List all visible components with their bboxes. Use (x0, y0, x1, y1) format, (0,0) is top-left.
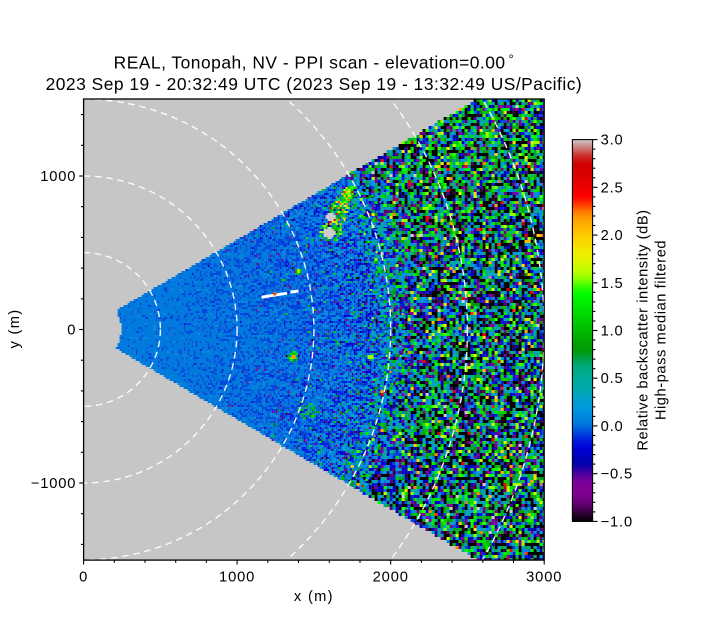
svg-text:1000: 1000 (219, 570, 255, 586)
svg-text:2.5: 2.5 (601, 180, 624, 196)
svg-text:1.5: 1.5 (601, 276, 624, 292)
svg-text:2.0: 2.0 (601, 228, 624, 244)
svg-text:1000: 1000 (40, 169, 76, 185)
svg-text:−0.5: −0.5 (601, 467, 633, 483)
svg-text:0.5: 0.5 (601, 371, 624, 387)
svg-text:High-pass median filtered: High-pass median filtered (654, 240, 670, 420)
svg-text:0: 0 (67, 323, 76, 339)
svg-text:REAL, Tonopah, NV - PPI scan -: REAL, Tonopah, NV - PPI scan - elevation… (114, 53, 514, 73)
svg-text:−1.0: −1.0 (601, 514, 633, 530)
svg-text:0: 0 (79, 570, 88, 586)
svg-text:x (m): x (m) (294, 589, 334, 605)
svg-text:3000: 3000 (526, 570, 562, 586)
svg-text:1.0: 1.0 (601, 324, 624, 340)
svg-text:2000: 2000 (373, 570, 409, 586)
svg-text:y (m): y (m) (7, 309, 23, 349)
svg-text:−1000: −1000 (31, 476, 77, 492)
svg-text:3.0: 3.0 (601, 133, 624, 149)
svg-text:2023 Sep 19 - 20:32:49 UTC (20: 2023 Sep 19 - 20:32:49 UTC (2023 Sep 19 … (46, 74, 583, 94)
svg-text:Relative backscatter intensity: Relative backscatter intensity (dB) (636, 209, 652, 450)
svg-text:0.0: 0.0 (601, 419, 624, 435)
